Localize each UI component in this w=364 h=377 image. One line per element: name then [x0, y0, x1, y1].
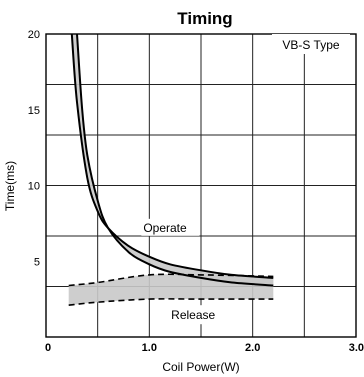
release-upper-line: [68, 273, 274, 287]
x-tick-labels: 0 1.0 2.0 3.0: [45, 342, 364, 354]
y-tick-label: 20: [28, 29, 40, 41]
series-lines: [68, 33, 274, 306]
operate-band: [71, 34, 274, 286]
y-tick-labels: 20 15 10 5: [28, 29, 40, 268]
x-tick-label: 0: [45, 342, 51, 354]
plot-frame: [45, 33, 357, 338]
type-label: VB-S Type: [282, 38, 339, 52]
grid: [46, 34, 356, 337]
x-tick-label: 2.0: [245, 342, 260, 354]
series-label-operate: Operate: [143, 221, 187, 235]
x-axis-label: Coil Power(W): [162, 360, 239, 374]
chart-title: Timing: [177, 9, 232, 28]
release-band: [68, 274, 274, 306]
y-axis-label: Time(ms): [3, 161, 17, 211]
x-tick-label: 1.0: [142, 342, 157, 354]
y-tick-label: 15: [28, 105, 40, 117]
operate-upper-line: [70, 33, 274, 279]
y-tick-label: 10: [28, 181, 40, 193]
type-label-bg: [272, 34, 350, 54]
release-lower-line: [68, 298, 274, 306]
y-tick-label: 5: [34, 256, 40, 268]
series-label-release: Release: [171, 308, 215, 322]
operate-label-bg: [141, 218, 200, 236]
operate-lower-line: [76, 33, 274, 287]
release-label-bg: [167, 305, 228, 325]
x-tick-label: 3.0: [349, 342, 364, 354]
series-labels: Operate Release: [141, 218, 228, 325]
